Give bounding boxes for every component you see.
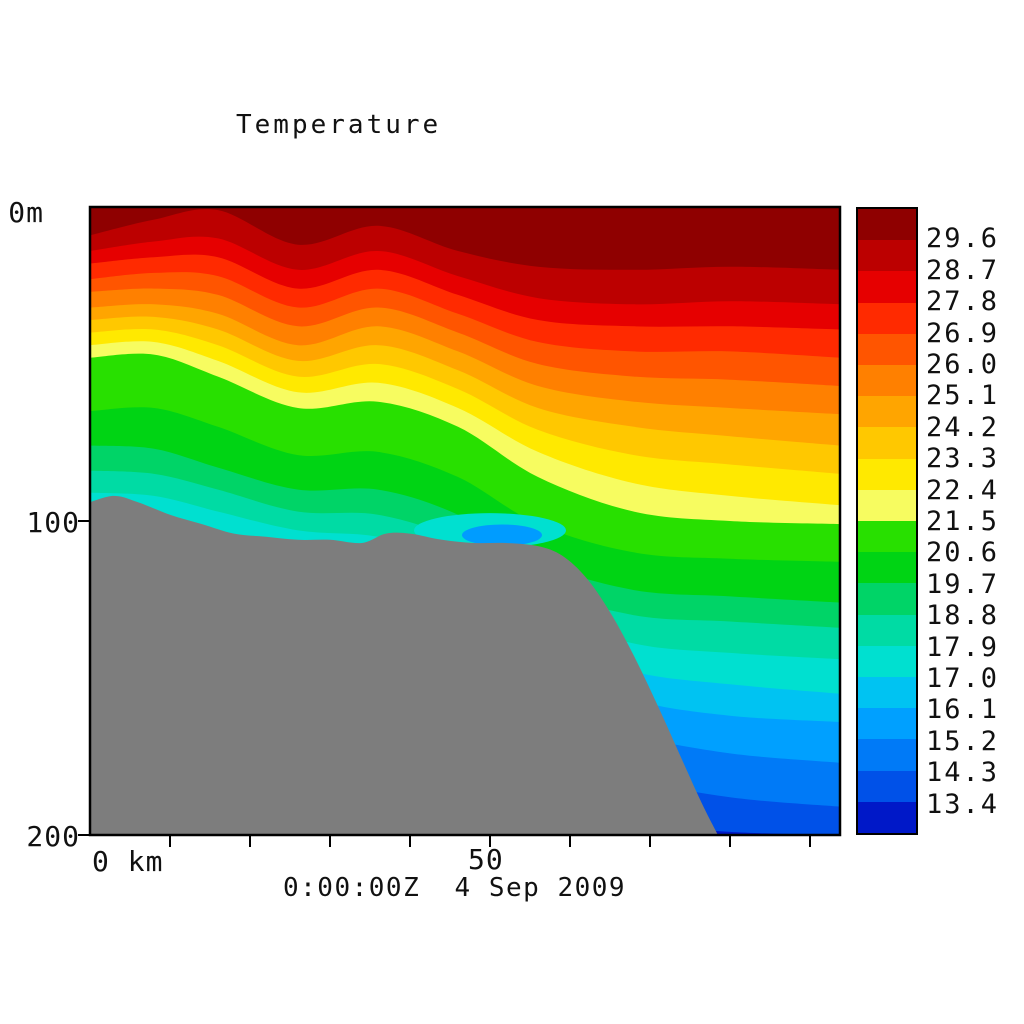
y-axis-label-100m: 100 xyxy=(26,506,80,539)
land-mask xyxy=(90,495,718,835)
colorbar-band-1 xyxy=(858,240,916,272)
colorbar-label-15.2: 15.2 xyxy=(926,725,1000,757)
colorbar-label-22.4: 22.4 xyxy=(926,474,1000,506)
y-axis-label-0m: 0m xyxy=(8,196,44,229)
colorbar-band-8 xyxy=(858,458,916,490)
colorbar-band-12 xyxy=(858,583,916,615)
colorbar-band-10 xyxy=(858,521,916,553)
colorbar-band-7 xyxy=(858,427,916,459)
colorbar-band-2 xyxy=(858,271,916,303)
colorbar-label-24.2: 24.2 xyxy=(926,411,1000,443)
y-axis-label-200m: 200 xyxy=(26,820,80,853)
colorbar-band-6 xyxy=(858,396,916,428)
colorbar-band-4 xyxy=(858,333,916,366)
colorbar-band-14 xyxy=(858,645,916,678)
colorbar-label-18.8: 18.8 xyxy=(926,600,1000,632)
colorbar-label-21.5: 21.5 xyxy=(926,506,1000,537)
colorbar-label-28.7: 28.7 xyxy=(926,254,1000,286)
colorbar-label-29.6: 29.6 xyxy=(926,223,1000,255)
bathymetry-mask xyxy=(90,495,718,835)
colorbar-labels: 29.6 28.7 27.8 26.9 26.0 25.1 24.2 23.3 22.4 21.5… xyxy=(926,207,1022,835)
colorbar-label-16.1: 16.1 xyxy=(926,694,1000,726)
colorbar-label-23.3: 23.3 xyxy=(926,443,1000,475)
colorbar-band-11 xyxy=(858,552,916,584)
colorbar xyxy=(856,207,918,835)
plot-frame-and-ticks xyxy=(78,205,842,847)
colorbar-band-19 xyxy=(858,801,916,834)
colorbar-band-0 xyxy=(858,209,916,241)
colorbar-label-17.0: 17.0 xyxy=(926,663,1000,694)
cold-pocket-1 xyxy=(462,524,542,546)
contour-plot-svg xyxy=(78,205,842,847)
colorbar-label-13.4: 13.4 xyxy=(926,788,1000,820)
colorbar-label-19.7: 19.7 xyxy=(926,568,1000,600)
colorbar-band-3 xyxy=(858,302,916,334)
colorbar-band-5 xyxy=(858,365,916,397)
colorbar-label-26.9: 26.9 xyxy=(926,317,1000,349)
colorbar-label-20.6: 20.6 xyxy=(926,537,1000,569)
datetime-label: 0:00:00Z 4 Sep 2009 xyxy=(283,873,627,903)
colorbar-band-9 xyxy=(858,489,916,522)
colorbar-label-14.3: 14.3 xyxy=(926,757,1000,789)
colorbar-band-13 xyxy=(858,614,916,646)
colorbar-band-18 xyxy=(858,770,916,802)
colorbar-band-17 xyxy=(858,739,916,771)
x-axis-label-50km: 50 xyxy=(468,843,504,876)
colorbar-label-17.9: 17.9 xyxy=(926,631,1000,663)
plot-area xyxy=(78,205,842,847)
x-axis-label-0km: 0 km xyxy=(92,845,164,878)
colorbar-label-25.1: 25.1 xyxy=(926,380,1000,412)
colorbar-label-26.0: 26.0 xyxy=(926,349,1000,380)
isotherm-band-29.6 xyxy=(90,207,840,270)
chart-title: Temperature xyxy=(236,110,442,140)
colorbar-label-27.8: 27.8 xyxy=(926,286,1000,318)
cold-water-pockets xyxy=(414,513,566,548)
colorbar-band-15 xyxy=(858,677,916,709)
colorbar-band-16 xyxy=(858,708,916,740)
